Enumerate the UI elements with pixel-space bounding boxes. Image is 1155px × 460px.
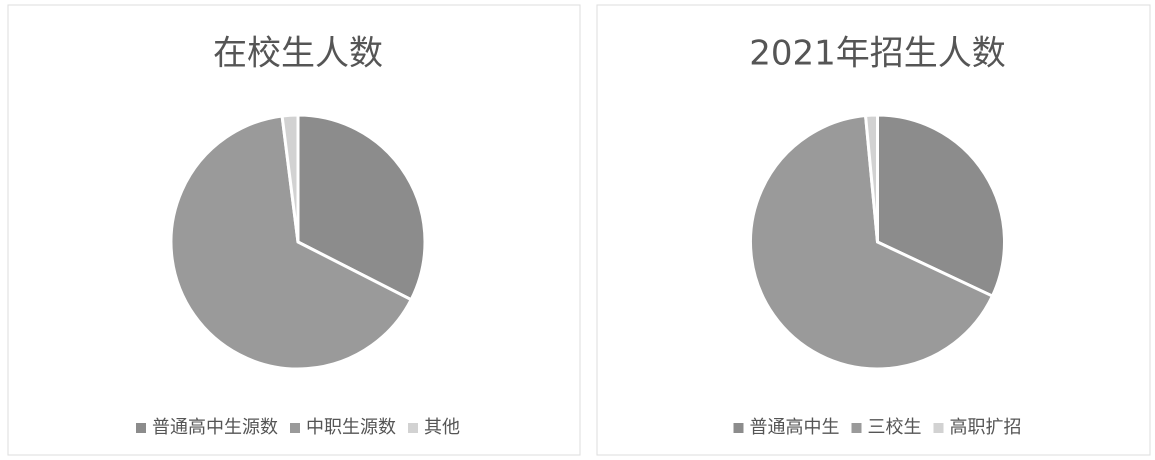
pie-slice xyxy=(876,113,1006,299)
pie-slice xyxy=(863,113,879,243)
legend-swatch xyxy=(733,423,744,433)
legend-label: 高职扩招 xyxy=(950,417,1022,438)
chart-title: 在校生人数 xyxy=(213,34,383,74)
pie-slice xyxy=(169,114,414,371)
legend-swatch xyxy=(290,423,300,433)
pie-slice xyxy=(749,113,995,371)
chart-title: 2021年招生人数 xyxy=(749,34,1006,74)
legend-label: 三校生 xyxy=(868,417,922,438)
legend-label: 普通高中生源数 xyxy=(152,417,278,438)
legend-label: 其他 xyxy=(424,417,460,438)
legend-swatch xyxy=(851,423,862,433)
pie-slice xyxy=(280,113,300,243)
legend-label: 普通高中生 xyxy=(750,417,840,438)
legend-swatch xyxy=(408,423,418,433)
legend-swatch xyxy=(933,423,944,433)
legend-label: 中职生源数 xyxy=(306,417,396,438)
pie-slice xyxy=(296,113,427,302)
legend-swatch xyxy=(136,423,146,433)
